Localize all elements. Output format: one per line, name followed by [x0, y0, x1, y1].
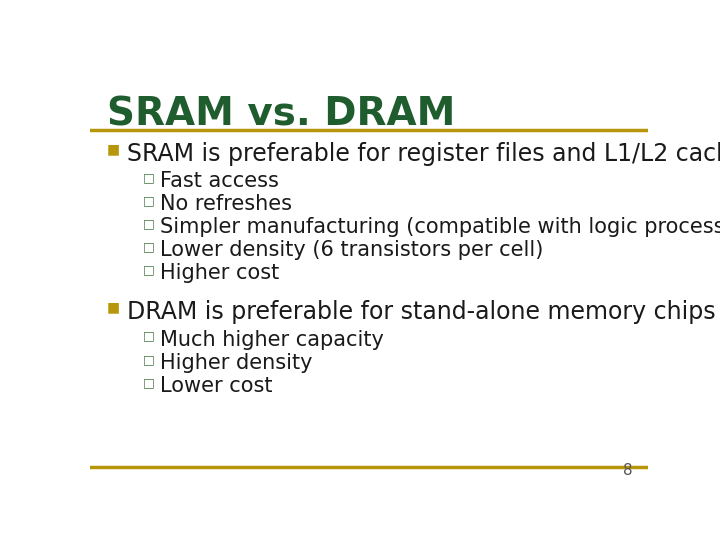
Text: 8: 8 — [623, 463, 632, 477]
Text: Lower density (6 transistors per cell): Lower density (6 transistors per cell) — [160, 240, 543, 260]
Text: □: □ — [143, 194, 155, 207]
Text: SRAM vs. DRAM: SRAM vs. DRAM — [107, 96, 456, 133]
Text: □: □ — [143, 376, 155, 389]
Text: □: □ — [143, 330, 155, 343]
Text: DRAM is preferable for stand-alone memory chips: DRAM is preferable for stand-alone memor… — [127, 300, 716, 325]
Text: Lower cost: Lower cost — [160, 376, 272, 396]
Text: Much higher capacity: Much higher capacity — [160, 330, 384, 350]
Text: ■: ■ — [107, 300, 120, 314]
Text: □: □ — [143, 240, 155, 253]
Text: Simpler manufacturing (compatible with logic process): Simpler manufacturing (compatible with l… — [160, 217, 720, 237]
Text: SRAM is preferable for register files and L1/L2 caches: SRAM is preferable for register files an… — [127, 142, 720, 166]
Text: No refreshes: No refreshes — [160, 194, 292, 214]
Text: Fast access: Fast access — [160, 171, 279, 191]
Text: □: □ — [143, 353, 155, 366]
Text: Higher cost: Higher cost — [160, 264, 279, 284]
Text: □: □ — [143, 264, 155, 276]
Text: □: □ — [143, 217, 155, 230]
Text: □: □ — [143, 171, 155, 184]
Text: ■: ■ — [107, 142, 120, 156]
Text: Higher density: Higher density — [160, 353, 312, 373]
